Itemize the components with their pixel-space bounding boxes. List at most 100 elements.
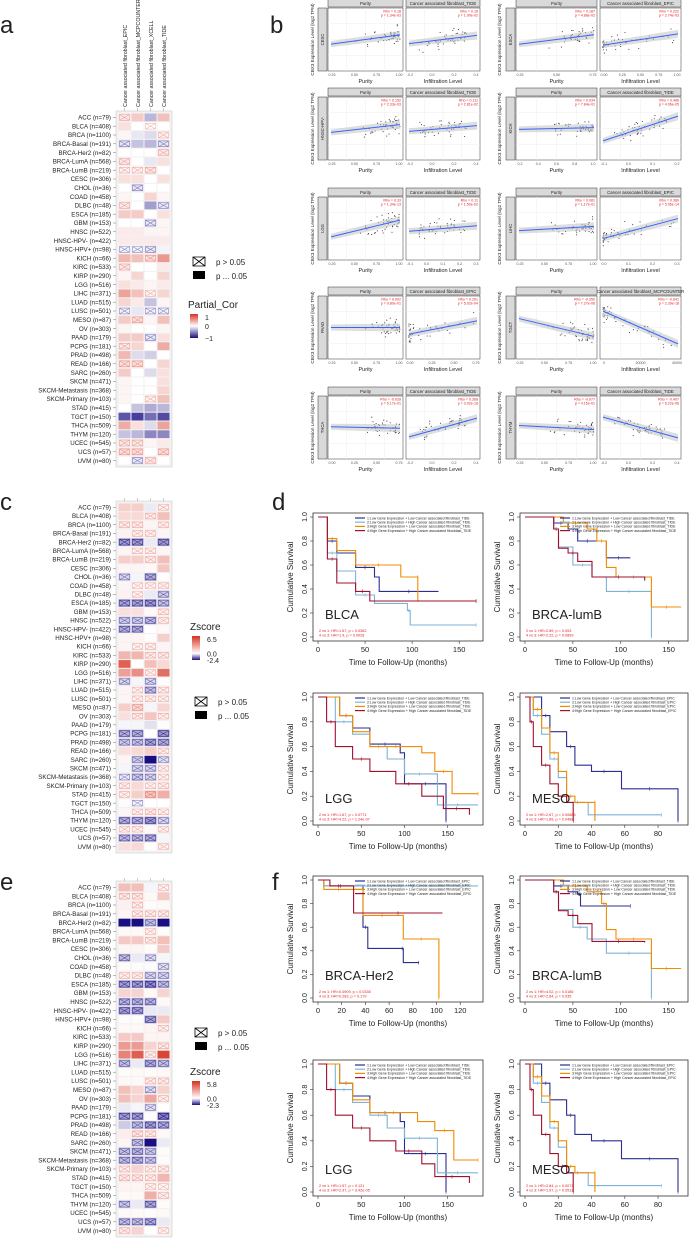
heatmap-cell	[118, 927, 131, 936]
color-scale-legend: Zscore 5.8 0.0-2.3	[190, 1067, 221, 1110]
x-tick-label: 0.25	[517, 262, 524, 266]
scatter-point	[445, 34, 447, 36]
hazard-ratio-annotation: 4 vs 3: HR=2.64, p = 0.035	[526, 995, 571, 999]
x-tick-label: 0.2	[650, 461, 655, 465]
heatmap-cell	[144, 298, 157, 307]
not-significant-cross-icon	[145, 512, 156, 520]
not-significant-cross-icon	[132, 695, 143, 702]
not-significant-cross-icon	[158, 1183, 169, 1190]
y-tick-label: 0.6	[509, 922, 516, 932]
x-tick-label: 0.3	[474, 262, 479, 266]
x-axis-label: Infiltration Level	[621, 79, 660, 85]
x-tick-label: 0.00	[601, 73, 608, 77]
not-significant-cross-icon	[158, 843, 169, 850]
heatmap-cell	[131, 1068, 144, 1077]
scatter-point	[576, 231, 578, 233]
scatter-point	[602, 306, 604, 308]
heatmap-cell	[157, 892, 170, 901]
scatter-point	[670, 28, 672, 30]
scatter-point	[581, 340, 583, 342]
scatter-point	[444, 322, 446, 324]
legend-entry: 4:High Gene Expression + High Cancer ass…	[572, 1076, 677, 1080]
heatmap-cell	[131, 790, 144, 799]
heatmap-cell	[131, 1085, 144, 1094]
heatmap-cell	[144, 712, 157, 720]
not-significant-cross-icon	[158, 504, 169, 511]
facet-label: CESC	[320, 34, 325, 46]
row-label: HNSC (n=522)	[70, 618, 111, 625]
row-label: SKCM-Metastasis (n=368)	[38, 774, 111, 781]
scatter-point	[381, 332, 383, 334]
survival-curve-group-4	[318, 516, 477, 602]
scatter-point	[386, 319, 388, 321]
not-significant-cross-icon	[132, 773, 143, 781]
heatmap-cell	[157, 1138, 170, 1147]
not-significant-cross-icon	[132, 591, 143, 598]
regression-line	[518, 318, 595, 337]
scatter-point	[440, 120, 442, 122]
scatter-point	[591, 423, 593, 425]
y-tick-label: 1.0	[302, 1059, 309, 1069]
x-tick-label: 20	[554, 829, 562, 838]
not-significant-cross-icon	[145, 290, 156, 297]
scatter-point	[464, 32, 466, 34]
heatmap-cell	[144, 799, 157, 807]
y-tick-label: 0.0	[302, 632, 309, 642]
hazard-ratio-annotation: 4 vs 3: HR=4.22, p = 1.24e-07	[319, 818, 370, 822]
row-label: BRCA-LumA (n=568)	[53, 548, 111, 555]
x-tick-label: 0.1	[441, 262, 446, 266]
row-label: THCA (n=509)	[71, 423, 111, 430]
x-tick-label: 0.00	[407, 361, 414, 365]
heatmap-cell	[157, 1147, 170, 1156]
km-plot-MESO: 0.0 0.2 0.4 0.6 0.8 1.0 Cumulative Survival 0 20…	[493, 1059, 689, 1222]
facet-label: HNSC-HPV-	[320, 116, 325, 140]
not-significant-cross-icon	[132, 1218, 143, 1225]
rho-label: Rho = -0.077	[574, 398, 595, 402]
not-significant-cross-icon	[158, 1121, 169, 1129]
row-label: ESCA (n=185)	[71, 211, 111, 218]
scatter-point	[376, 216, 378, 218]
rho-label: Rho = 0.152	[381, 99, 401, 103]
y-axis-label: Cumulative Survival	[493, 903, 502, 974]
x-tick-label: 0.0	[424, 262, 429, 266]
scatter-point	[673, 39, 675, 42]
rho-label: Rho = -0.407	[658, 398, 679, 402]
scatter-point	[450, 134, 452, 136]
scatter-point	[628, 332, 630, 334]
row-label: ACC (n=79)	[78, 115, 111, 122]
facet-label: PAAD	[320, 322, 325, 333]
row-label: LUSC (n=501)	[71, 308, 111, 315]
not-significant-cross-icon	[158, 202, 169, 209]
heatmap-cell	[131, 386, 144, 395]
heatmap-cell	[131, 175, 144, 183]
x-tick-label: 1.0	[591, 162, 596, 166]
scatter-panel-HNSC-HPV-: CBX3 Expression Level (log2 TPM) HNSC-HPV…	[310, 87, 481, 174]
row-label: BLCA (n=408)	[72, 123, 111, 130]
km-plot-BRCA-lumB: 0.0 0.2 0.4 0.6 0.8 1.0 Cumulative Survival 0 50…	[493, 512, 689, 667]
x-tick-label: 1.00	[674, 73, 681, 77]
scatter-point	[408, 323, 410, 325]
scatter-point	[584, 230, 586, 232]
not-significant-cross-icon	[132, 1130, 143, 1137]
scatter-point	[430, 425, 432, 427]
x-tick-label: 0.1	[650, 162, 655, 166]
x-tick-label: 40	[361, 1006, 369, 1015]
heatmap-cell	[118, 668, 131, 677]
heatmap-cell	[118, 122, 131, 131]
heatmap-cell	[118, 430, 131, 439]
not-significant-cross-icon	[132, 184, 143, 191]
row-label: THYM (n=120)	[70, 431, 111, 438]
not-significant-cross-icon	[119, 1174, 130, 1181]
not-significant-cross-icon	[119, 114, 130, 121]
not-significant-cross-icon	[158, 539, 169, 546]
not-significant-cross-icon	[132, 981, 143, 988]
heatmap-cell	[131, 307, 144, 315]
heatmap-cell	[131, 227, 144, 236]
scatter-point	[457, 32, 459, 34]
x-tick-label: 0.50	[553, 73, 560, 77]
scatter-point	[395, 40, 397, 42]
x-tick-label: 60	[385, 1006, 393, 1015]
heatmap-cell	[157, 386, 170, 395]
heatmap-cell	[144, 538, 157, 546]
heatmap-cell	[118, 529, 131, 538]
